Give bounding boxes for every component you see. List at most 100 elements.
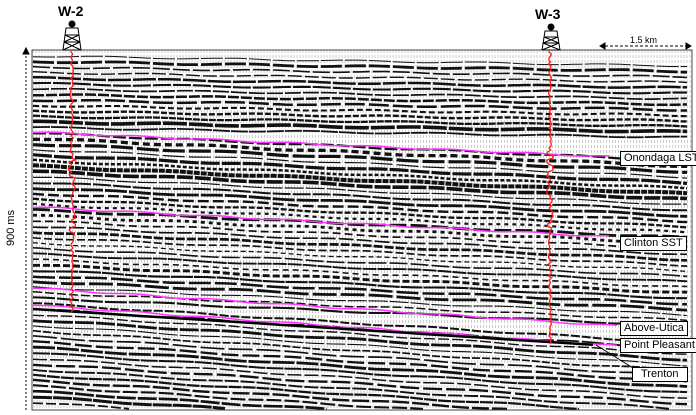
- reflector: [32, 137, 687, 168]
- trace: [149, 49, 152, 411]
- reflector: [32, 114, 688, 128]
- trace: [224, 49, 227, 411]
- well-logs: [67, 51, 555, 345]
- reflector: [32, 192, 688, 224]
- seismic-traces: [32, 49, 692, 411]
- horizon-above-utica: [33, 287, 618, 327]
- trace: [434, 49, 437, 411]
- reflector: [32, 275, 688, 306]
- trace: [203, 49, 206, 411]
- reflector: [32, 325, 688, 367]
- trace: [431, 49, 434, 411]
- reflector: [32, 296, 688, 327]
- reflector: [32, 286, 688, 317]
- time-axis-label: 900 ms: [5, 209, 17, 247]
- horizon-label-onondaga: Onondaga LST: [620, 151, 696, 166]
- trace: [455, 49, 458, 411]
- trace: [575, 49, 578, 411]
- reflector: [32, 402, 130, 410]
- trace: [566, 49, 569, 411]
- trace: [119, 49, 122, 411]
- trace: [299, 49, 302, 411]
- reflector: [32, 226, 688, 256]
- trace: [512, 49, 515, 411]
- well-label-w3: W-3: [535, 6, 561, 22]
- reflector: [32, 71, 688, 84]
- reflector: [32, 87, 687, 100]
- trace: [137, 49, 140, 411]
- well-log-w3: [545, 51, 555, 345]
- trace: [56, 49, 59, 411]
- trace: [50, 49, 53, 411]
- trace: [155, 49, 158, 411]
- trace: [584, 49, 587, 411]
- trace: [458, 49, 461, 411]
- trace: [290, 49, 293, 411]
- horizon-trenton: [32, 307, 594, 347]
- reflector: [32, 98, 687, 112]
- trace: [191, 49, 194, 411]
- horizon-label-point-pleasant: Point Pleasant: [620, 338, 696, 353]
- reflector: [32, 291, 688, 322]
- trace: [176, 49, 179, 411]
- derrick-icon-w3: [541, 23, 561, 51]
- trace: [146, 49, 149, 411]
- trace: [215, 49, 218, 411]
- scale-bar-label: 1.5 km: [630, 35, 658, 45]
- trace: [398, 49, 401, 411]
- trace: [98, 49, 101, 411]
- reflector: [32, 176, 688, 205]
- trace: [143, 49, 146, 411]
- trace: [53, 49, 56, 411]
- reflector: [32, 55, 687, 67]
- trace: [194, 49, 197, 411]
- reflector: [32, 319, 688, 362]
- horizon-label-clinton: Clinton SST: [620, 236, 687, 251]
- reflector: [32, 182, 688, 212]
- reflector: [33, 119, 688, 134]
- trace: [38, 49, 41, 411]
- reflector: [32, 368, 670, 410]
- scale-bar: [599, 42, 692, 50]
- trace: [200, 49, 203, 411]
- trace: [152, 49, 155, 411]
- reflector: [33, 263, 688, 294]
- reflector: [32, 363, 688, 406]
- trace: [365, 49, 368, 411]
- trace: [440, 49, 443, 411]
- reflector: [33, 220, 688, 250]
- reflector: [32, 126, 687, 139]
- reflector: [32, 236, 688, 267]
- trace: [437, 49, 440, 411]
- reflector: [32, 270, 687, 300]
- trace: [41, 49, 44, 411]
- trace: [74, 49, 77, 411]
- trace: [563, 49, 566, 411]
- reflector: [32, 158, 688, 190]
- trace: [569, 49, 572, 411]
- horizon-point-pleasant: [32, 304, 618, 347]
- trace: [572, 49, 575, 411]
- reflector: [32, 109, 688, 123]
- reflector: [32, 352, 688, 394]
- trace: [605, 49, 608, 411]
- trace: [443, 49, 446, 411]
- reflector: [32, 302, 688, 344]
- trace: [380, 49, 383, 411]
- reflector: [32, 149, 688, 179]
- trace: [65, 49, 68, 411]
- horizon-lines: [32, 131, 618, 347]
- trace: [254, 49, 257, 411]
- horizon-label-above-utica: Above-Utica: [620, 321, 688, 336]
- trace: [680, 49, 683, 411]
- trace: [581, 49, 584, 411]
- trace: [131, 49, 134, 411]
- trace: [560, 49, 563, 411]
- trace: [128, 49, 131, 411]
- trace: [95, 49, 98, 411]
- horizon-label-trenton: Trenton: [632, 367, 688, 382]
- reflector: [32, 60, 688, 74]
- reflector: [32, 242, 688, 273]
- trace: [686, 49, 689, 411]
